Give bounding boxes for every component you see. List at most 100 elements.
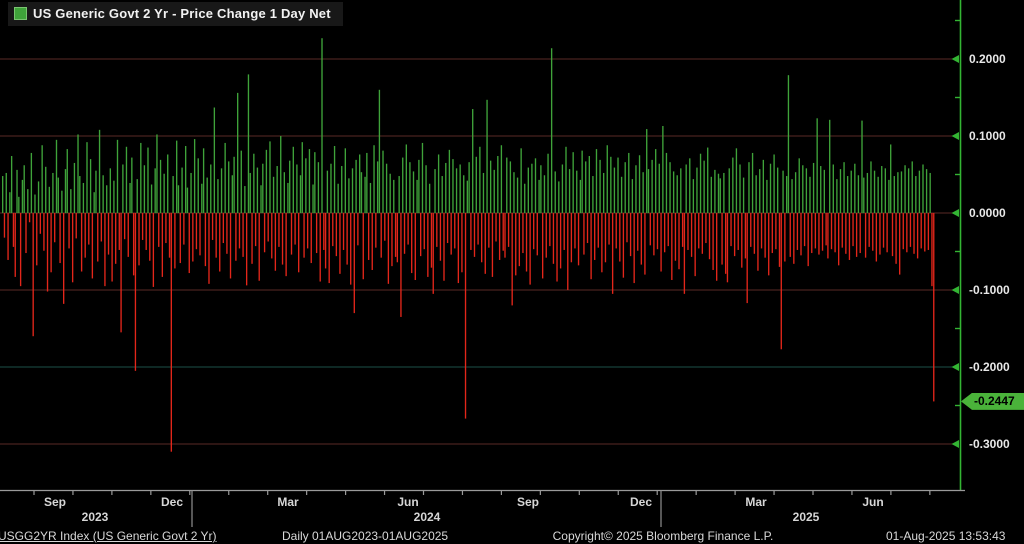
bar-up xyxy=(769,163,772,213)
bar-up xyxy=(620,176,623,213)
bar-up xyxy=(37,181,40,213)
bar-down xyxy=(204,213,207,267)
x-year-label: 2023 xyxy=(81,510,109,524)
bar-down xyxy=(875,213,878,262)
bar-down xyxy=(7,213,9,260)
bar-up xyxy=(719,178,721,213)
bar-down xyxy=(208,213,210,284)
bar-up xyxy=(486,99,488,213)
bar-down xyxy=(158,213,160,247)
bar-down xyxy=(895,213,897,264)
bar-up xyxy=(77,134,79,213)
bar-up xyxy=(330,163,332,213)
bar-down xyxy=(775,213,777,250)
bar-down xyxy=(43,213,45,251)
bar-up xyxy=(531,163,533,213)
bar-down xyxy=(473,213,476,257)
bar-up xyxy=(655,149,657,213)
bar-down xyxy=(19,213,22,287)
bar-up xyxy=(260,185,262,213)
bar-up xyxy=(466,180,468,213)
bar-down xyxy=(91,213,94,279)
bar-up xyxy=(565,146,567,213)
bar-down xyxy=(909,213,912,247)
bar-down xyxy=(242,213,244,257)
bar-down xyxy=(400,213,402,317)
bar-down xyxy=(138,213,140,266)
bar-up xyxy=(672,171,675,213)
bar-down xyxy=(199,213,201,256)
bar-down xyxy=(46,213,49,292)
bar-down xyxy=(50,213,52,273)
bar-up xyxy=(861,120,863,213)
bar-up xyxy=(102,175,104,213)
bar-down xyxy=(28,213,31,223)
bar-up xyxy=(197,158,199,213)
bar-down xyxy=(339,213,341,274)
bar-down xyxy=(681,213,684,247)
bar-down xyxy=(195,213,198,250)
bar-down xyxy=(855,213,858,257)
bar-down xyxy=(134,213,137,371)
bar-down xyxy=(439,213,442,261)
bar-up xyxy=(890,144,892,213)
bar-down xyxy=(71,213,74,283)
bar-down xyxy=(552,213,555,264)
bar-up xyxy=(707,147,709,213)
bar-up xyxy=(680,168,682,213)
bar-up xyxy=(863,177,865,213)
bar-down xyxy=(629,213,632,257)
bar-up xyxy=(538,179,540,213)
bar-up xyxy=(55,139,58,213)
bar-up xyxy=(9,192,11,213)
bar-down xyxy=(457,213,460,284)
y-major-tick-icon xyxy=(951,132,959,140)
bar-up xyxy=(893,176,895,213)
bar-up xyxy=(131,157,133,213)
bar-up xyxy=(448,149,451,213)
bar-down xyxy=(927,213,930,250)
bar-up xyxy=(576,170,578,213)
chart-legend[interactable]: US Generic Govt 2 Yr - Price Change 1 Da… xyxy=(8,2,343,26)
bar-down xyxy=(793,213,795,264)
bar-down xyxy=(371,213,373,270)
bar-up xyxy=(732,157,734,213)
bar-up xyxy=(147,147,149,213)
bar-up xyxy=(685,164,687,213)
bar-down xyxy=(303,213,305,258)
bar-up xyxy=(262,163,264,213)
bar-down xyxy=(834,213,836,253)
bar-down xyxy=(807,213,809,267)
bar-up xyxy=(389,173,391,213)
bar-down xyxy=(796,213,799,250)
bar-down xyxy=(324,213,327,269)
bar-up xyxy=(710,176,712,213)
bar-up xyxy=(405,144,407,213)
bar-up xyxy=(547,153,549,213)
bar-down xyxy=(274,213,277,271)
bar-up xyxy=(735,148,738,213)
bar-up xyxy=(762,159,765,213)
bar-down xyxy=(432,213,434,294)
bar-down xyxy=(708,213,711,260)
bar-down xyxy=(536,213,538,256)
bar-up xyxy=(172,176,174,213)
bar-down xyxy=(104,213,106,287)
bar-down xyxy=(845,213,847,254)
bar-down xyxy=(97,213,99,262)
bar-down xyxy=(924,213,926,252)
bar-down xyxy=(120,213,122,333)
bar-up xyxy=(163,173,165,213)
instrument-label[interactable]: USGG2YR Index (US Generic Govt 2 Yr) xyxy=(0,529,217,543)
y-major-tick-icon xyxy=(951,363,959,371)
bar-down xyxy=(254,213,257,247)
bar-up xyxy=(70,189,72,213)
bar-up xyxy=(18,196,20,213)
bar-up xyxy=(224,142,226,213)
bar-up xyxy=(881,166,883,213)
bar-up xyxy=(489,160,492,213)
bar-down xyxy=(601,213,603,273)
bar-up xyxy=(421,142,424,213)
bar-down xyxy=(556,213,558,282)
